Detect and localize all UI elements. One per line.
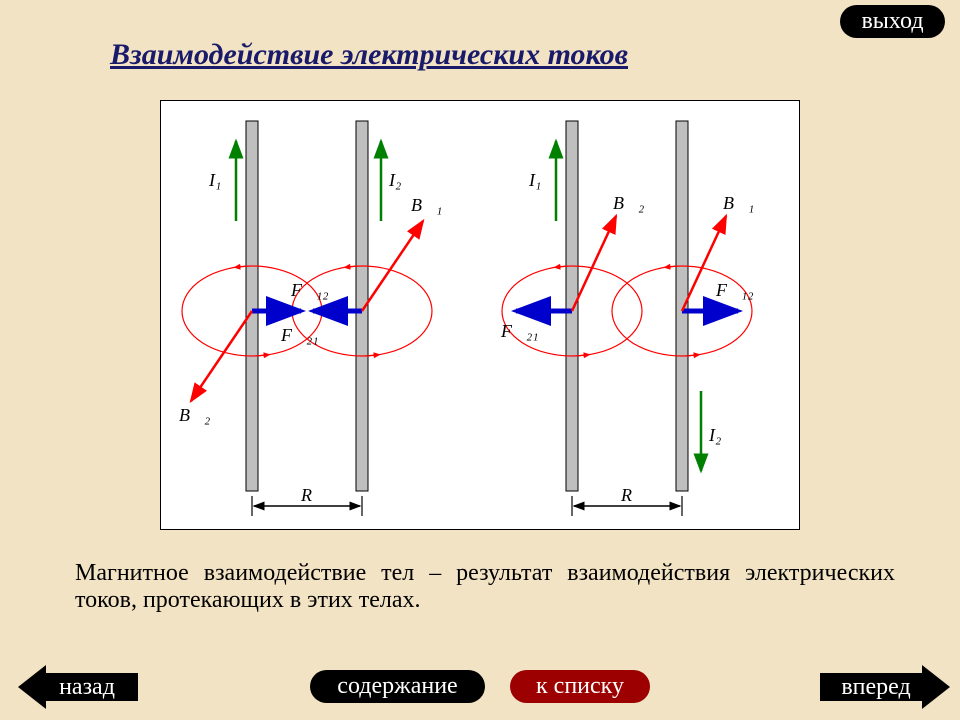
svg-text:F⃗₁₂: F⃗₁₂ <box>715 280 754 300</box>
svg-text:B⃗₁: B⃗₁ <box>723 193 754 213</box>
caption-text: Магнитное взаимодействие тел – результат… <box>75 560 895 614</box>
svg-text:F⃗₂₁: F⃗₂₁ <box>500 321 539 341</box>
back-button[interactable]: назад <box>18 665 138 709</box>
diagram-frame: I₁ I₂ F⃗₁₂ F⃗₂₁ B⃗₂ B⃗₁ R I₁ I₂ F⃗₂₁ F⃗₁₂ B⃗₂ B⃗₁ R <box>160 100 800 530</box>
forward-button-label: вперед <box>820 674 950 701</box>
svg-text:B⃗₁: B⃗₁ <box>411 195 442 215</box>
svg-text:F⃗₂₁: F⃗₂₁ <box>280 325 319 345</box>
svg-text:I₁: I₁ <box>528 170 541 190</box>
svg-text:B⃗₂: B⃗₂ <box>613 193 644 213</box>
forward-button[interactable]: вперед <box>820 665 950 709</box>
tolist-button[interactable]: к списку <box>510 670 650 703</box>
content-button-label: содержание <box>337 673 457 700</box>
page-title: Взаимодействие электрических токов <box>110 38 628 72</box>
svg-text:I₂: I₂ <box>388 170 401 190</box>
svg-text:R: R <box>300 485 312 505</box>
svg-text:I₁: I₁ <box>208 170 221 190</box>
back-button-label: назад <box>18 674 138 701</box>
svg-text:I₂: I₂ <box>708 425 721 445</box>
exit-button[interactable]: выход <box>840 5 945 38</box>
svg-text:B⃗₂: B⃗₂ <box>179 405 210 425</box>
content-button[interactable]: содержание <box>310 670 485 703</box>
tolist-button-label: к списку <box>536 673 624 700</box>
svg-text:R: R <box>620 485 632 505</box>
exit-button-label: выход <box>861 8 923 35</box>
svg-text:F⃗₁₂: F⃗₁₂ <box>290 280 329 300</box>
diagram-svg: I₁ I₂ F⃗₁₂ F⃗₂₁ B⃗₂ B⃗₁ R I₁ I₂ F⃗₂₁ F⃗₁₂ B⃗₂ B⃗₁ R <box>161 101 801 531</box>
slide: Взаимодействие электрических токов I₁ I₂ F… <box>0 0 960 720</box>
